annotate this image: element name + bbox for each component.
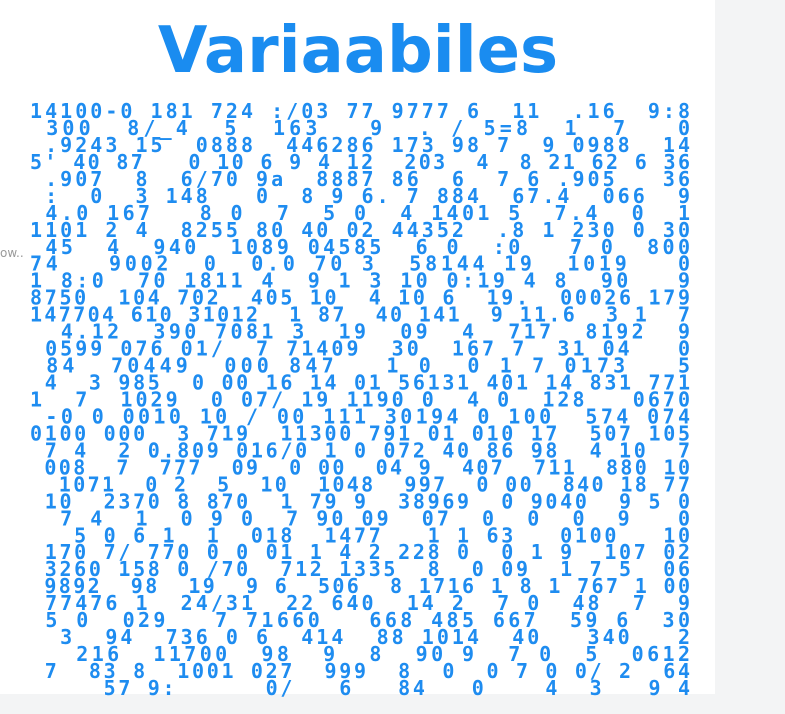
digit-row: -0 0 0010 10 / 00 111 30194 0 100 574 07…: [30, 404, 690, 428]
bottom-panel: [0, 694, 785, 714]
digit-row: 10 2370 8 870 1 79 9 38969 0 9040 9 5 0: [30, 489, 690, 513]
digit-row: 7 83 8 1001 027 999 8 0 0 7 0 0/ 2 64: [30, 659, 690, 683]
digit-row: 216 11700 98 9 8 90 9 7 0 5 0612: [30, 642, 690, 666]
digit-row: 3260 158 0 /70 712 1335 8 0 09 1 7 5 06: [30, 557, 690, 581]
digit-row: 8750 104 702 405 10 4 10 6 19. 00026 179: [30, 286, 690, 310]
digit-row: 57 9: 0/ 6 84 0 4 3 9 4: [30, 676, 690, 700]
digit-row: 4.12 390 7081 3 19 09 4 717 8192 9: [30, 320, 690, 344]
digit-row: 4 3 985 0 00 16 14 01 56131 401 14 831 7…: [30, 371, 690, 395]
digit-row: 0100 000 3 719 11300 791 01 010 17 507 1…: [30, 421, 690, 445]
digit-row: 4.0 167 8 0 7 5 0 4 1401 5 7.4 0 1: [30, 201, 690, 225]
digit-row: 1 8:0 70 1811 4 9 1 3 10 0:19 4 8 90 9: [30, 269, 690, 293]
digit-row: 5 0 6 1 1 018 1477 1 1 63 0100 10: [30, 523, 690, 547]
edge-panel: [715, 0, 785, 714]
digit-row: 5 0 029 7 71660 668 485 667 59 6 30: [30, 608, 690, 632]
side-text: ow..: [0, 246, 24, 260]
digit-row: 170 7/ 770 0 0 01 1 4 2 228 0 0 1 9 107 …: [30, 540, 690, 564]
title: Variaabiles: [158, 14, 558, 88]
digit-row: 7 4 2 0.809 016/0 1 0 072 40 86 98 4 10 …: [30, 438, 690, 462]
digit-row: 45 4 940 1089 04585 6 0 :0 7 0 800: [30, 235, 690, 259]
